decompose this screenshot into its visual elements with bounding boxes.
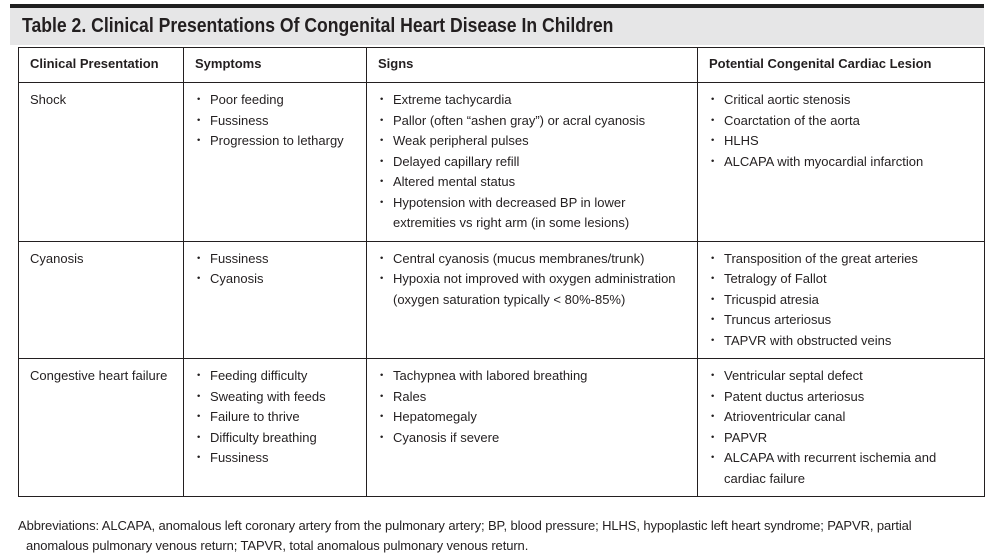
bullet-item: Altered mental status: [378, 172, 691, 193]
bullet-item: HLHS: [709, 131, 978, 152]
lesions-list: Ventricular septal defectPatent ductus a…: [709, 366, 978, 489]
bullet-item: ALCAPA with recurrent ischemia and cardi…: [709, 448, 978, 489]
cell-signs: Tachypnea with labored breathingRalesHep…: [366, 358, 698, 497]
bullet-item: Atrioventricular canal: [709, 407, 978, 428]
bullet-item: TAPVR with obstructed veins: [709, 331, 978, 352]
bullet-item: Fussiness: [195, 249, 360, 270]
cell-symptoms: Poor feedingFussinessProgression to leth…: [183, 82, 367, 242]
abbreviations-footnote: Abbreviations: ALCAPA, anomalous left co…: [18, 518, 912, 553]
cell-presentation: Cyanosis: [18, 240, 184, 359]
bullet-item: Tachypnea with labored breathing: [378, 366, 691, 387]
clinical-presentations-table: Clinical Presentation Symptoms Signs Pot…: [18, 47, 985, 497]
signs-list: Extreme tachycardiaPallor (often “ashen …: [378, 90, 691, 234]
bullet-item: Rales: [378, 387, 691, 408]
bullet-item: PAPVR: [709, 428, 978, 449]
table-title: Table 2. Clinical Presentations Of Conge…: [22, 15, 614, 37]
bullet-item: ALCAPA with myocardial infarction: [709, 152, 978, 173]
bullet-item: Hepatomegaly: [378, 407, 691, 428]
table-header: Clinical Presentation Symptoms Signs Pot…: [18, 47, 985, 83]
bullet-item: Transposition of the great arteries: [709, 249, 978, 270]
bullet-item: Tricuspid atresia: [709, 290, 978, 311]
cell-signs: Central cyanosis (mucus membranes/trunk)…: [366, 240, 698, 359]
bullet-item: Cyanosis: [195, 269, 360, 290]
cell-presentation: Shock: [18, 82, 184, 242]
bullet-item: Hypoxia not improved with oxygen adminis…: [378, 269, 691, 310]
header-row: Clinical Presentation Symptoms Signs Pot…: [18, 47, 985, 83]
col-header-signs: Signs: [366, 47, 698, 83]
signs-list: Central cyanosis (mucus membranes/trunk)…: [378, 249, 691, 311]
col-header-potential-lesion: Potential Congenital Cardiac Lesion: [697, 47, 985, 83]
lesions-list: Critical aortic stenosisCoarctation of t…: [709, 90, 978, 172]
symptoms-list: Feeding difficultySweating with feedsFai…: [195, 366, 360, 469]
cell-lesions: Transposition of the great arteriesTetra…: [697, 240, 985, 359]
col-header-symptoms: Symptoms: [183, 47, 367, 83]
top-rule-divider: [10, 4, 984, 8]
bullet-item: Weak peripheral pulses: [378, 131, 691, 152]
bullet-item: Failure to thrive: [195, 407, 360, 428]
bullet-item: Truncus arteriosus: [709, 310, 978, 331]
col-header-clinical-presentation: Clinical Presentation: [18, 47, 184, 83]
bullet-item: Difficulty breathing: [195, 428, 360, 449]
table-row-cyanosis: Cyanosis FussinessCyanosis Central cyano…: [18, 240, 985, 359]
bullet-item: Patent ductus arteriosus: [709, 387, 978, 408]
table-row-congestive-heart-failure: Congestive heart failure Feeding difficu…: [18, 358, 985, 497]
bullet-item: Coarctation of the aorta: [709, 111, 978, 132]
signs-list: Tachypnea with labored breathingRalesHep…: [378, 366, 691, 448]
bullet-item: Sweating with feeds: [195, 387, 360, 408]
cell-presentation: Congestive heart failure: [18, 358, 184, 497]
bullet-item: Critical aortic stenosis: [709, 90, 978, 111]
symptoms-list: Poor feedingFussinessProgression to leth…: [195, 90, 360, 152]
bullet-item: Delayed capillary refill: [378, 152, 691, 173]
bullet-item: Cyanosis if severe: [378, 428, 691, 449]
cell-symptoms: Feeding difficultySweating with feedsFai…: [183, 358, 367, 497]
bullet-item: Extreme tachycardia: [378, 90, 691, 111]
bullet-item: Poor feeding: [195, 90, 360, 111]
cell-symptoms: FussinessCyanosis: [183, 240, 367, 359]
cell-signs: Extreme tachycardiaPallor (often “ashen …: [366, 82, 698, 242]
bullet-item: Tetralogy of Fallot: [709, 269, 978, 290]
symptoms-list: FussinessCyanosis: [195, 249, 360, 290]
bullet-item: Hypotension with decreased BP in lower e…: [378, 193, 691, 234]
table-row-shock: Shock Poor feedingFussinessProgression t…: [18, 82, 985, 242]
bullet-item: Progression to lethargy: [195, 131, 360, 152]
table-title-bar: Table 2. Clinical Presentations Of Conge…: [10, 8, 984, 45]
cell-lesions: Critical aortic stenosisCoarctation of t…: [697, 82, 985, 242]
bullet-item: Feeding difficulty: [195, 366, 360, 387]
bullet-item: Ventricular septal defect: [709, 366, 978, 387]
table-body: Shock Poor feedingFussinessProgression t…: [18, 82, 985, 497]
bullet-item: Pallor (often “ashen gray”) or acral cya…: [378, 111, 691, 132]
lesions-list: Transposition of the great arteriesTetra…: [709, 249, 978, 352]
cell-lesions: Ventricular septal defectPatent ductus a…: [697, 358, 985, 497]
bullet-item: Fussiness: [195, 111, 360, 132]
bullet-item: Fussiness: [195, 448, 360, 469]
bullet-item: Central cyanosis (mucus membranes/trunk): [378, 249, 691, 270]
